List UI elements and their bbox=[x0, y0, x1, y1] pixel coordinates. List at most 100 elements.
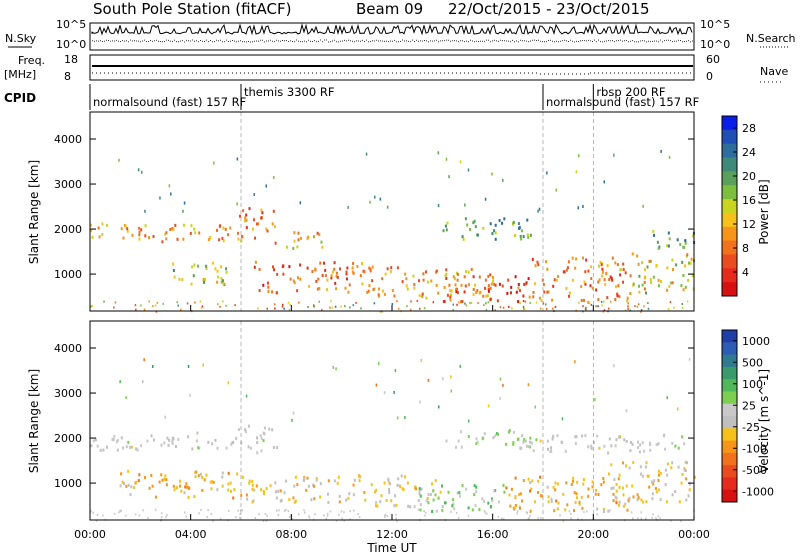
title-station: South Pole Station (fitACF) bbox=[93, 0, 291, 18]
velocity-cell bbox=[179, 479, 182, 483]
velocity-cbar-segment bbox=[722, 354, 737, 368]
velocity-cell bbox=[277, 489, 280, 493]
power-cell bbox=[334, 281, 337, 285]
power-cell bbox=[271, 222, 274, 226]
velocity-ground-cell bbox=[568, 510, 571, 513]
velocity-sparse-cell bbox=[378, 361, 380, 365]
velocity-cell bbox=[615, 496, 618, 500]
power-cbar-segment bbox=[722, 171, 737, 186]
velocity-cell bbox=[654, 487, 657, 490]
velocity-cell bbox=[473, 484, 476, 488]
power-cbar-tick-label: 12 bbox=[742, 218, 756, 231]
velocity-cell bbox=[522, 479, 525, 482]
power-cell bbox=[557, 274, 560, 278]
power-cell bbox=[474, 283, 477, 287]
power-data bbox=[90, 112, 696, 313]
power-ground-cell bbox=[180, 308, 182, 311]
velocity-ground-cell bbox=[166, 514, 168, 516]
power-cell bbox=[222, 279, 224, 283]
velocity-cell bbox=[244, 428, 247, 432]
power-cell bbox=[671, 281, 674, 285]
power-cell bbox=[205, 267, 208, 271]
velocity-ground-cell bbox=[298, 513, 300, 516]
velocity-cell bbox=[552, 434, 555, 438]
power-cell bbox=[307, 235, 310, 239]
power-cell bbox=[318, 287, 321, 290]
velocity-cell bbox=[130, 485, 133, 489]
power-cell bbox=[293, 281, 296, 285]
power-cell bbox=[489, 297, 492, 301]
power-cell bbox=[222, 226, 225, 230]
velocity-ground-cell bbox=[583, 511, 585, 514]
velocity-cell bbox=[610, 463, 613, 467]
power-cell bbox=[91, 235, 94, 239]
power-ground-cell bbox=[584, 308, 587, 311]
velocity-panel: 1000 2000 3000 4000 Slant Range [km] 1000 50… bbox=[27, 320, 774, 522]
velocity-cell bbox=[524, 439, 527, 443]
power-cell bbox=[618, 295, 621, 299]
power-ground-cell bbox=[201, 305, 204, 308]
velocity-cell bbox=[400, 474, 403, 478]
power-sparse-cell bbox=[642, 204, 644, 208]
power-ground-cell bbox=[634, 305, 636, 307]
velocity-cell bbox=[452, 498, 455, 502]
power-cell bbox=[369, 269, 372, 273]
power-cell bbox=[390, 270, 392, 274]
velocity-cell bbox=[127, 469, 130, 473]
velocity-cell bbox=[313, 497, 316, 501]
power-cell bbox=[624, 271, 627, 275]
velocity-cell bbox=[517, 437, 520, 441]
velocity-cell bbox=[614, 444, 617, 448]
power-ground-cell bbox=[355, 301, 357, 304]
velocity-cell bbox=[247, 445, 250, 449]
velocity-cell bbox=[603, 510, 605, 513]
velocity-cell bbox=[337, 475, 340, 479]
velocity-ground-cell bbox=[637, 517, 639, 520]
power-cell bbox=[498, 219, 501, 222]
power-cell bbox=[333, 267, 336, 271]
velocity-cell bbox=[177, 437, 180, 441]
power-cbar-label: Power [dB] bbox=[757, 179, 771, 244]
velocity-cell bbox=[547, 500, 550, 504]
power-cell bbox=[317, 277, 320, 281]
velocity-cell bbox=[376, 504, 379, 508]
velocity-ground-cell bbox=[645, 517, 647, 520]
power-cell bbox=[90, 223, 92, 227]
velocity-cell bbox=[106, 445, 108, 449]
power-sparse-cell bbox=[459, 160, 462, 164]
power-cell bbox=[443, 300, 446, 303]
velocity-ground-cell bbox=[239, 509, 242, 512]
velocity-cell bbox=[610, 486, 613, 490]
velocity-cell bbox=[216, 488, 219, 492]
velocity-cell bbox=[555, 499, 558, 503]
power-cell bbox=[316, 231, 319, 235]
velocity-cell bbox=[276, 446, 279, 450]
velocity-cell bbox=[612, 486, 615, 490]
power-cell bbox=[589, 284, 592, 288]
velocity-cell bbox=[594, 492, 597, 496]
velocity-ground-cell bbox=[237, 509, 239, 512]
power-cell bbox=[442, 229, 445, 233]
velocity-cell bbox=[645, 500, 648, 504]
velocity-sparse-cell bbox=[561, 417, 564, 421]
power-cell bbox=[652, 229, 655, 233]
power-cell bbox=[636, 254, 639, 258]
power-ground-cell bbox=[539, 307, 542, 310]
power-ground-cell bbox=[266, 307, 268, 310]
power-cell bbox=[518, 226, 521, 230]
power-cell bbox=[582, 256, 584, 260]
velocity-cell bbox=[578, 500, 581, 504]
power-sparse-cell bbox=[236, 202, 238, 206]
velocity-cell bbox=[137, 479, 140, 483]
power-cell bbox=[366, 290, 369, 294]
velocity-cell bbox=[434, 479, 437, 483]
power-cell bbox=[692, 234, 695, 238]
power-cell bbox=[655, 264, 658, 268]
velocity-cell bbox=[187, 486, 190, 490]
power-sparse-cell bbox=[253, 193, 255, 196]
velocity-cell bbox=[127, 440, 130, 444]
power-sparse-cell bbox=[546, 171, 548, 175]
power-cell bbox=[591, 286, 594, 290]
power-cell bbox=[629, 292, 632, 295]
power-cell bbox=[444, 224, 447, 228]
